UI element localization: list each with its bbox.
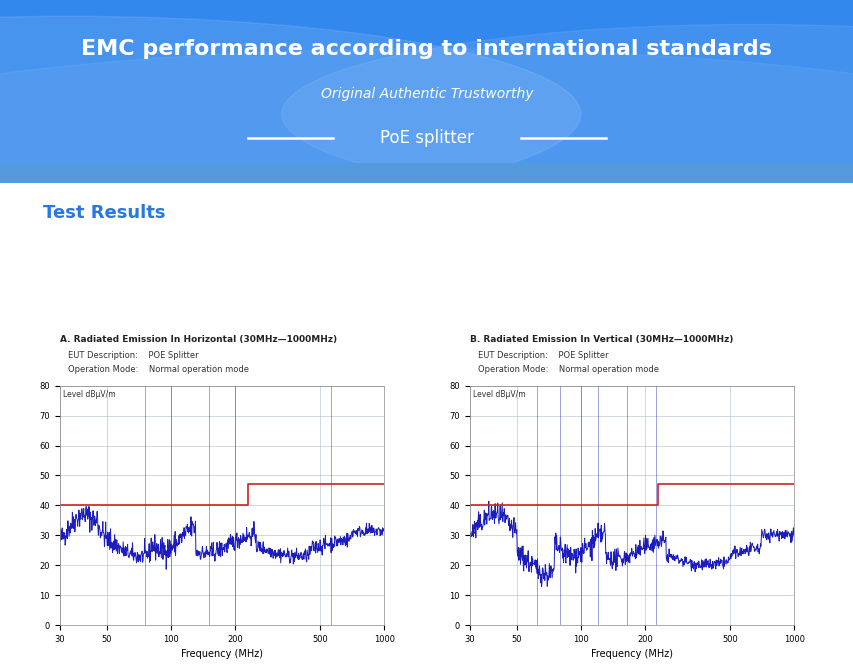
Circle shape: [0, 49, 853, 342]
Text: A. Radiated Emission In Horizontal (30MHz—1000MHz): A. Radiated Emission In Horizontal (30MH…: [60, 335, 337, 344]
Text: Operation Mode:    Normal operation mode: Operation Mode: Normal operation mode: [478, 364, 659, 374]
Circle shape: [281, 25, 853, 203]
Text: Test Results: Test Results: [43, 203, 165, 222]
Text: PoE splitter: PoE splitter: [380, 130, 473, 148]
Text: EUT Description:    POE Splitter: EUT Description: POE Splitter: [68, 351, 199, 360]
Text: EUT Description:    POE Splitter: EUT Description: POE Splitter: [478, 351, 608, 360]
Text: EMC performance according to international standards: EMC performance according to internation…: [81, 39, 772, 59]
Text: Level dBμV/m: Level dBμV/m: [63, 390, 115, 400]
Text: Original Authentic Trustworthy: Original Authentic Trustworthy: [321, 88, 532, 102]
Text: B. Radiated Emission In Vertical (30MHz—1000MHz): B. Radiated Emission In Vertical (30MHz—…: [469, 335, 732, 344]
Text: Operation Mode:    Normal operation mode: Operation Mode: Normal operation mode: [68, 364, 249, 374]
X-axis label: Frequency (MHz): Frequency (MHz): [181, 650, 263, 660]
X-axis label: Frequency (MHz): Frequency (MHz): [590, 650, 672, 660]
Text: Level dBμV/m: Level dBμV/m: [473, 390, 525, 400]
Circle shape: [0, 16, 580, 211]
